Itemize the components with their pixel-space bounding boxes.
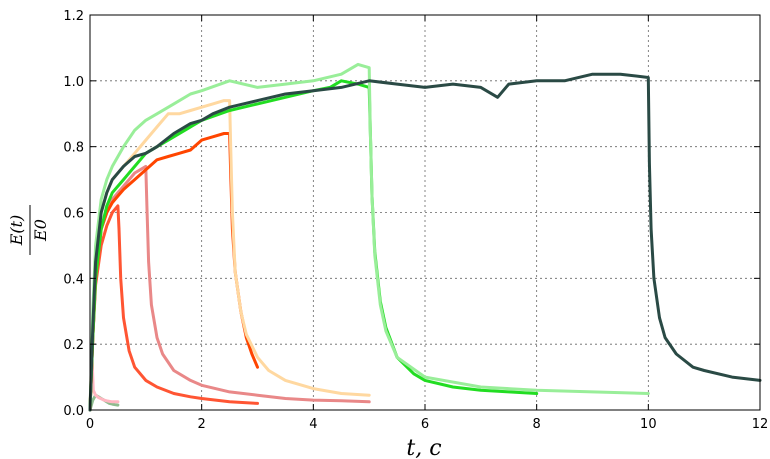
series-line-4 [88,164,371,412]
series-line-8 [88,62,650,412]
x-axis-title: t, c [406,436,441,459]
y-tick-label: 0.0 [63,404,84,419]
y-tick-label: 1.0 [63,75,84,90]
x-tick-label: 12 [752,417,769,432]
y-axis-title: E(t) E0 [7,205,50,255]
x-tick-label: 0 [86,417,94,432]
grid [90,15,760,410]
y-tick-label: 0.6 [63,207,84,222]
ticks: 0 2 4 6 8 10 12 0.0 0.2 0.4 0.6 0.8 1.0 1.2 [63,9,768,432]
x-tick-label: 2 [198,417,206,432]
x-tick-label: 8 [533,417,541,432]
x-tick-label: 4 [309,417,317,432]
y-tick-label: 0.4 [63,272,84,287]
x-tick-label: 10 [640,417,657,432]
y-tick-label: 0.2 [63,338,84,353]
y-tick-label: 0.8 [63,141,84,156]
y-axis-title-numerator: E(t) [7,215,26,247]
y-axis-title-denominator: E0 [31,219,50,242]
series-line-3 [88,204,259,412]
series-group [88,62,762,412]
series-line-9 [88,72,762,412]
y-tick-label: 1.2 [63,9,84,24]
series-line-2 [88,349,120,412]
x-tick-label: 6 [421,417,429,432]
